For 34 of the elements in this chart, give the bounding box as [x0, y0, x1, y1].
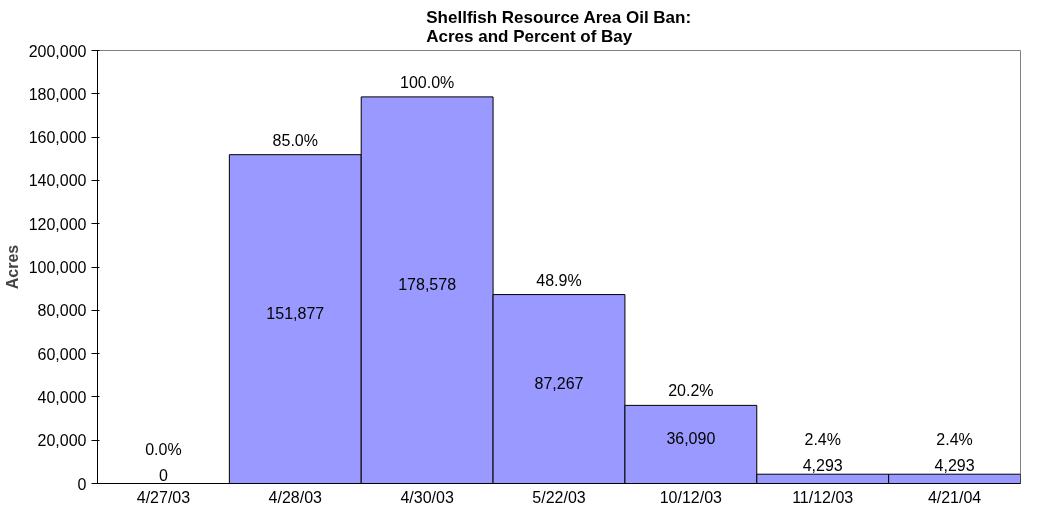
y-tick-label: 100,000 [28, 259, 87, 276]
y-tick-label: 60,000 [37, 345, 87, 363]
x-tick-label: 10/12/03 [659, 488, 723, 506]
data-label: 0 [158, 466, 168, 484]
x-tick-label: 4/21/04 [927, 488, 982, 506]
annotation: 85.0% [272, 131, 318, 149]
y-axis-title: Acres [3, 244, 21, 290]
x-tick-label: 5/22/03 [532, 488, 586, 506]
x-tick-label: 4/27/03 [136, 488, 191, 506]
annotation: 0.0% [145, 440, 182, 458]
y-tick-label: 160,000 [28, 129, 87, 147]
x-tick-label: 11/12/03 [792, 488, 854, 506]
data-label: 4,293 [802, 457, 843, 475]
data-label: 151,877 [266, 305, 325, 323]
annotation: 20.2% [668, 382, 714, 400]
y-tick-label: 120,000 [28, 215, 87, 233]
y-tick-label: 80,000 [37, 302, 87, 320]
y-tick-label: 200,000 [28, 42, 87, 60]
y-tick-label: 40,000 [37, 388, 87, 406]
x-tick-label: 4/30/03 [400, 488, 454, 506]
y-tick-label: 20,000 [37, 432, 87, 450]
annotation: 2.4% [936, 431, 973, 449]
annotation: 48.9% [536, 271, 582, 289]
data-label: 87,267 [534, 375, 584, 393]
annotation: 100.0% [400, 73, 455, 91]
annotation: 2.4% [804, 431, 841, 449]
y-tick-label: 180,000 [28, 85, 87, 103]
data-label: 4,293 [934, 457, 975, 475]
y-tick-label: 0 [77, 475, 87, 493]
data-label: 36,090 [666, 430, 716, 448]
x-tick-label: 4/28/03 [268, 488, 323, 506]
data-label: 178,578 [398, 276, 457, 294]
y-tick-label: 140,000 [28, 172, 87, 190]
chart-title: Shellfish Resource Area Oil Ban: Acres and Percent of Bay [426, 7, 692, 46]
